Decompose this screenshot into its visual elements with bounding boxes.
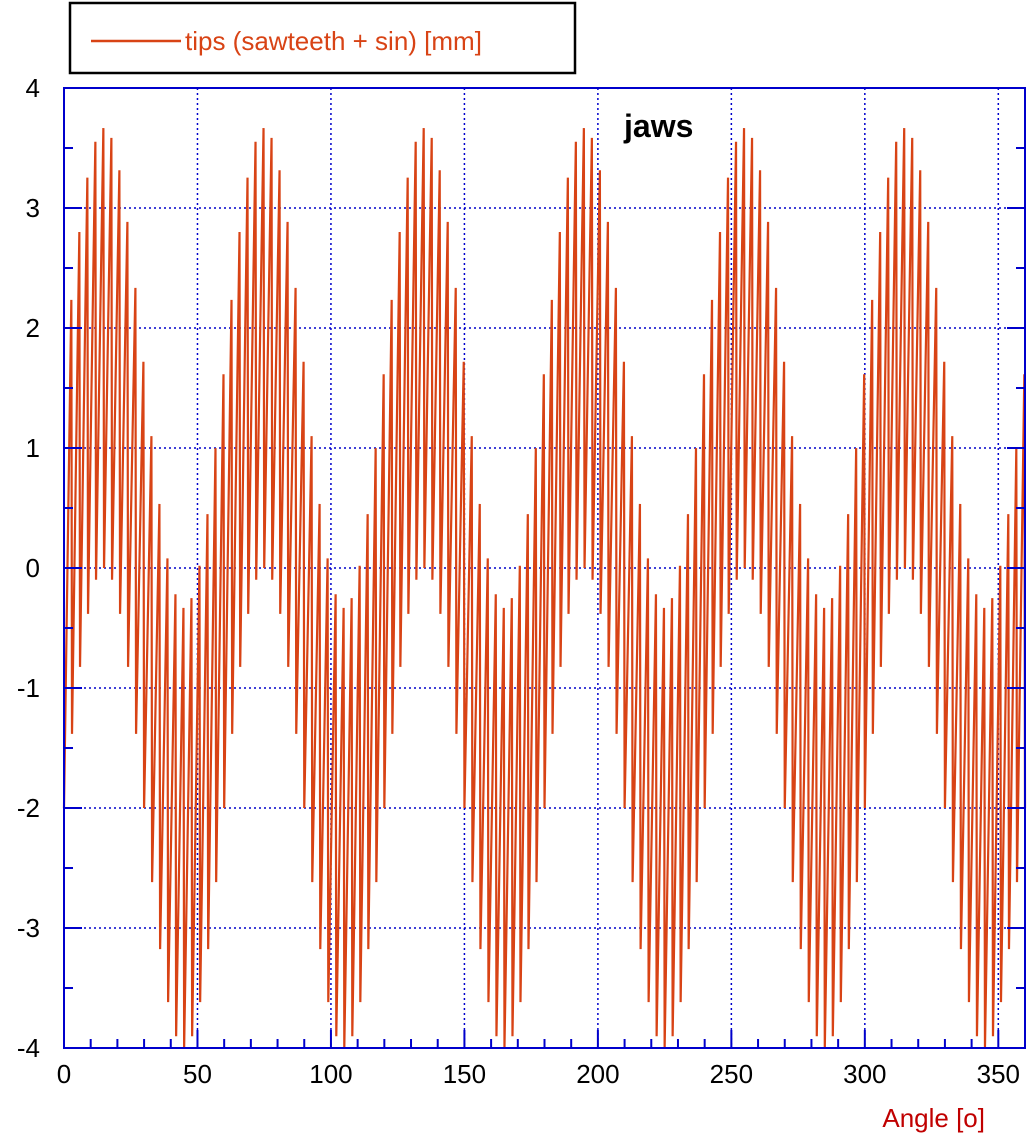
x-tick-label-150: 150 [443, 1059, 486, 1089]
x-tick-label-0: 0 [57, 1059, 71, 1089]
x-tick-label-200: 200 [576, 1059, 619, 1089]
legend-label: tips (sawteeth + sin) [mm] [185, 26, 482, 56]
axis-ticks [63, 87, 1026, 1049]
y-tick-label-1: 1 [26, 433, 40, 463]
y-tick-label--2: -2 [17, 793, 40, 823]
y-tick-label-2: 2 [26, 313, 40, 343]
x-axis-label: Angle [o] [882, 1103, 985, 1133]
x-tick-label-350: 350 [977, 1059, 1020, 1089]
y-tick-label-0: 0 [26, 553, 40, 583]
x-tick-label-300: 300 [843, 1059, 886, 1089]
legend-box [68, 1, 577, 75]
tick-labels: 0 50 100 150 200 250 300 350 4 3 2 1 0 -1 -2 -3 -4 [17, 73, 1020, 1089]
series-layer [62, 128, 1027, 1049]
x-tick-label-250: 250 [710, 1059, 753, 1089]
y-tick-label-3: 3 [26, 193, 40, 223]
x-tick-label-100: 100 [309, 1059, 352, 1089]
legend: tips (sawteeth + sin) [mm] [68, 1, 577, 75]
y-tick-label-4: 4 [26, 73, 40, 103]
y-tick-label--3: -3 [17, 913, 40, 943]
series-line-0 [62, 128, 1027, 1049]
y-tick-label--1: -1 [17, 673, 40, 703]
x-tick-label-50: 50 [183, 1059, 212, 1089]
y-tick-label--4: -4 [17, 1033, 40, 1063]
annotation-jaws: jaws [623, 108, 693, 144]
